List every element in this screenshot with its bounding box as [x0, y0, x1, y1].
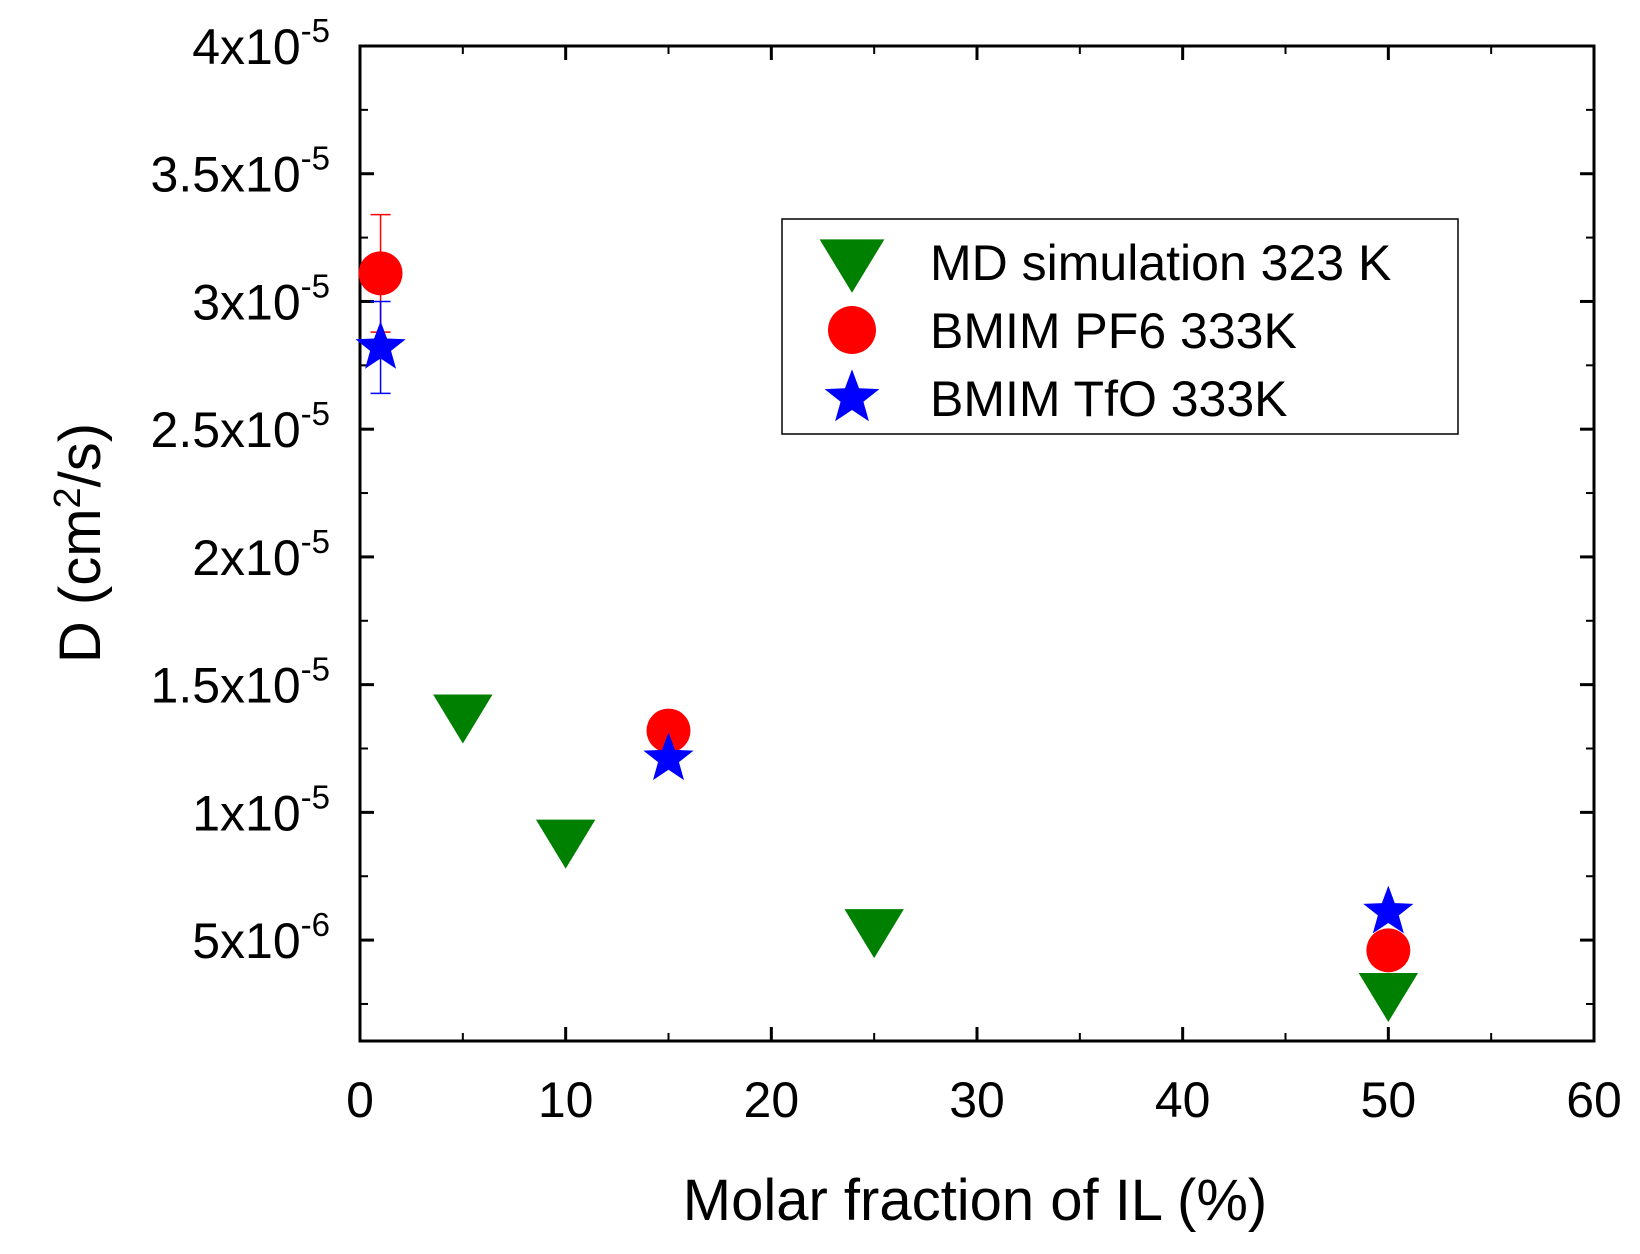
x-tick-label: 10	[538, 1072, 594, 1128]
x-tick-label: 20	[744, 1072, 800, 1128]
y-tick-label: 3x10-5	[192, 267, 330, 330]
legend-label: BMIM TfO 333K	[930, 371, 1288, 427]
x-tick-label: 60	[1566, 1072, 1622, 1128]
point	[358, 251, 403, 296]
x-tick-label: 30	[949, 1072, 1005, 1128]
point	[643, 732, 694, 781]
x-tick-label: 40	[1155, 1072, 1211, 1128]
legend-marker	[819, 239, 885, 293]
y-tick-label: 2x10-5	[192, 523, 330, 586]
point	[1363, 885, 1414, 934]
legend-marker	[828, 306, 876, 354]
point	[646, 708, 691, 753]
x-axis-label: Molar fraction of IL (%)	[683, 1168, 1267, 1233]
y-tick-label: 3.5x10-5	[151, 140, 330, 203]
y-tick-label: 1x10-5	[192, 778, 330, 841]
legend-marker	[824, 369, 880, 422]
y-axis-label: D (cm2/s)	[47, 423, 113, 663]
legend-label: BMIM PF6 333K	[930, 303, 1297, 359]
point	[535, 819, 596, 869]
point	[1358, 972, 1419, 1022]
y-tick-label: 5x10-6	[192, 906, 330, 969]
legend-label: MD simulation 323 K	[930, 235, 1391, 291]
point	[844, 909, 904, 959]
legend-box	[781, 218, 1459, 435]
point	[355, 321, 406, 369]
x-tick-label: 0	[346, 1072, 374, 1128]
x-tick-label: 50	[1361, 1072, 1417, 1128]
y-tick-label: 1.5x10-5	[151, 651, 330, 714]
plot-frame	[358, 44, 1596, 1043]
y-tick-label: 2.5x10-5	[151, 395, 330, 458]
point	[1366, 928, 1411, 973]
point	[433, 694, 493, 744]
y-tick-label: 4x10-5	[192, 12, 330, 75]
